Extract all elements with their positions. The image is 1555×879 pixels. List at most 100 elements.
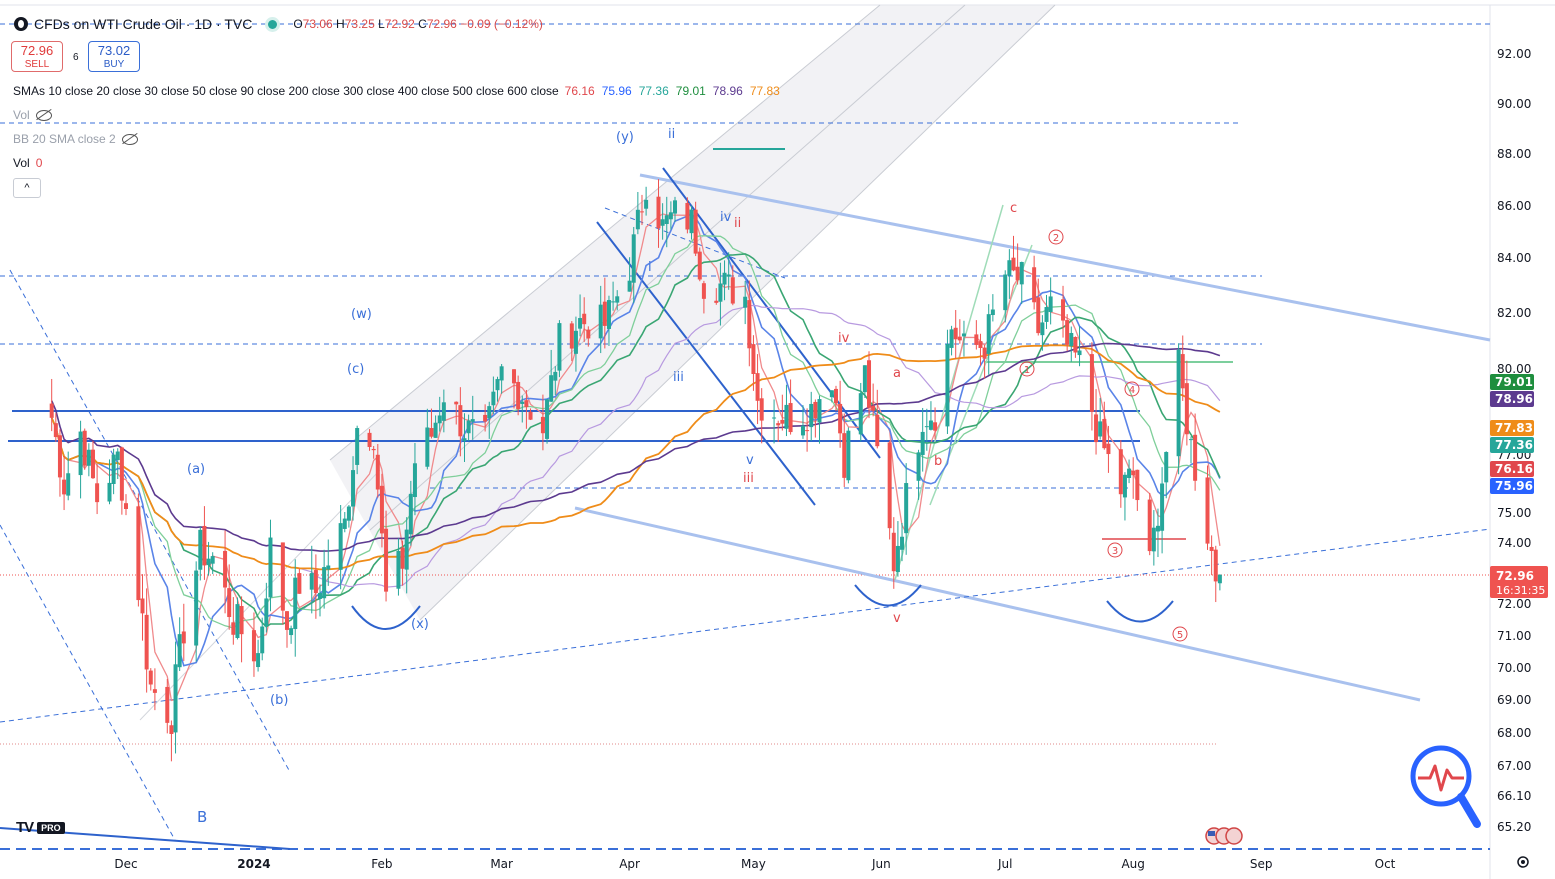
candle-body[interactable] <box>169 725 174 734</box>
candle-body[interactable] <box>1065 320 1070 345</box>
candle-body[interactable] <box>1155 525 1160 532</box>
candle-body[interactable] <box>111 454 116 484</box>
candle-body[interactable] <box>491 391 496 406</box>
candle-body[interactable] <box>1007 260 1012 276</box>
candle-body[interactable] <box>1073 336 1078 353</box>
candle-body[interactable] <box>805 430 810 432</box>
candle-body[interactable] <box>400 547 405 569</box>
candle-body[interactable] <box>173 664 178 733</box>
candle-body[interactable] <box>846 430 851 481</box>
candle-body[interactable] <box>408 493 413 535</box>
candle-body[interactable] <box>1098 421 1103 437</box>
candle-body[interactable] <box>838 403 843 434</box>
candle-body[interactable] <box>429 428 434 437</box>
candle-body[interactable] <box>90 449 95 479</box>
candle-body[interactable] <box>755 373 760 401</box>
candle-body[interactable] <box>144 614 149 670</box>
candle-body[interactable] <box>425 427 430 467</box>
eye-hidden-icon[interactable] <box>35 109 52 121</box>
candle-body[interactable] <box>512 369 517 384</box>
candle-body[interactable] <box>524 400 529 408</box>
candle-body[interactable] <box>1217 574 1222 584</box>
vol-hidden-legend[interactable]: Vol <box>13 108 52 122</box>
candle-body[interactable] <box>673 200 678 214</box>
candle-body[interactable] <box>309 573 314 590</box>
candle-body[interactable] <box>375 454 380 490</box>
candle-body[interactable] <box>598 304 603 339</box>
candle-body[interactable] <box>198 529 203 570</box>
candle-body[interactable] <box>470 419 475 422</box>
candle-body[interactable] <box>495 379 500 391</box>
candle-body[interactable] <box>1151 527 1156 552</box>
candle-body[interactable] <box>953 327 958 340</box>
candle-body[interactable] <box>433 422 438 438</box>
candle-body[interactable] <box>1003 274 1008 311</box>
symbol-logo-icon[interactable] <box>14 17 28 31</box>
candle-body[interactable] <box>140 598 145 614</box>
candle-body[interactable] <box>260 626 265 654</box>
candle-body[interactable] <box>520 401 525 404</box>
candle-body[interactable] <box>957 336 962 341</box>
candle-body[interactable] <box>573 330 578 354</box>
candle-body[interactable] <box>1147 499 1152 552</box>
candle-body[interactable] <box>293 577 298 630</box>
candle-body[interactable] <box>578 318 583 329</box>
candle-body[interactable] <box>466 420 471 434</box>
candle-body[interactable] <box>693 209 698 254</box>
candle-body[interactable] <box>829 390 834 398</box>
candle-body[interactable] <box>1209 546 1214 551</box>
candle-body[interactable] <box>165 686 170 723</box>
candle-body[interactable] <box>487 406 492 419</box>
candle-body[interactable] <box>730 277 735 304</box>
candle-body[interactable] <box>718 283 723 302</box>
candle-body[interactable] <box>949 329 954 348</box>
candle-body[interactable] <box>412 463 417 498</box>
candle-body[interactable] <box>268 537 273 598</box>
candle-body[interactable] <box>1089 354 1094 412</box>
candle-body[interactable] <box>776 423 781 426</box>
candle-body[interactable] <box>1036 297 1041 334</box>
sell-button[interactable]: 72.96 SELL <box>11 41 63 72</box>
candle-body[interactable] <box>627 280 632 292</box>
gear-icon[interactable] <box>1517 856 1529 868</box>
candle-body[interactable] <box>656 196 661 229</box>
candle-body[interactable] <box>342 518 347 529</box>
candle-body[interactable] <box>235 604 240 638</box>
candle-body[interactable] <box>206 558 211 566</box>
candle-body[interactable] <box>644 199 649 209</box>
tradingview-logo[interactable]: TV PRO <box>16 819 65 836</box>
candle-body[interactable] <box>660 219 665 226</box>
candle-body[interactable] <box>1122 474 1127 498</box>
candle-body[interactable] <box>82 430 87 466</box>
candle-body[interactable] <box>280 542 285 611</box>
candle-body[interactable] <box>1077 350 1082 356</box>
candle-body[interactable] <box>318 592 323 599</box>
candle-body[interactable] <box>1102 418 1107 449</box>
candle-body[interactable] <box>631 234 636 283</box>
candle-body[interactable] <box>528 411 533 420</box>
candle-body[interactable] <box>788 403 793 433</box>
candle-body[interactable] <box>231 622 236 635</box>
candle-body[interactable] <box>933 422 938 431</box>
candle-body[interactable] <box>289 628 294 636</box>
candle-body[interactable] <box>1193 434 1198 481</box>
candle-body[interactable] <box>62 479 67 495</box>
chart-title[interactable]: CFDs on WTI Crude Oil · 1D · TVC <box>34 16 253 32</box>
candle-body[interactable] <box>136 506 141 601</box>
candle-body[interactable] <box>367 432 372 447</box>
candle-body[interactable] <box>569 323 574 349</box>
candle-body[interactable] <box>817 399 822 423</box>
candle-body[interactable] <box>437 415 442 424</box>
candle-body[interactable] <box>751 344 756 374</box>
candle-body[interactable] <box>685 202 690 230</box>
candle-body[interactable] <box>95 483 100 503</box>
horizontal-levels[interactable] <box>0 23 1490 850</box>
candle-body[interactable] <box>553 371 558 381</box>
candle-body[interactable] <box>1040 322 1045 336</box>
candle-body[interactable] <box>371 448 376 451</box>
candle-body[interactable] <box>458 405 463 437</box>
candle-body[interactable] <box>454 401 459 405</box>
candle-body[interactable] <box>833 388 838 404</box>
bottom-arcs[interactable] <box>351 584 1174 630</box>
